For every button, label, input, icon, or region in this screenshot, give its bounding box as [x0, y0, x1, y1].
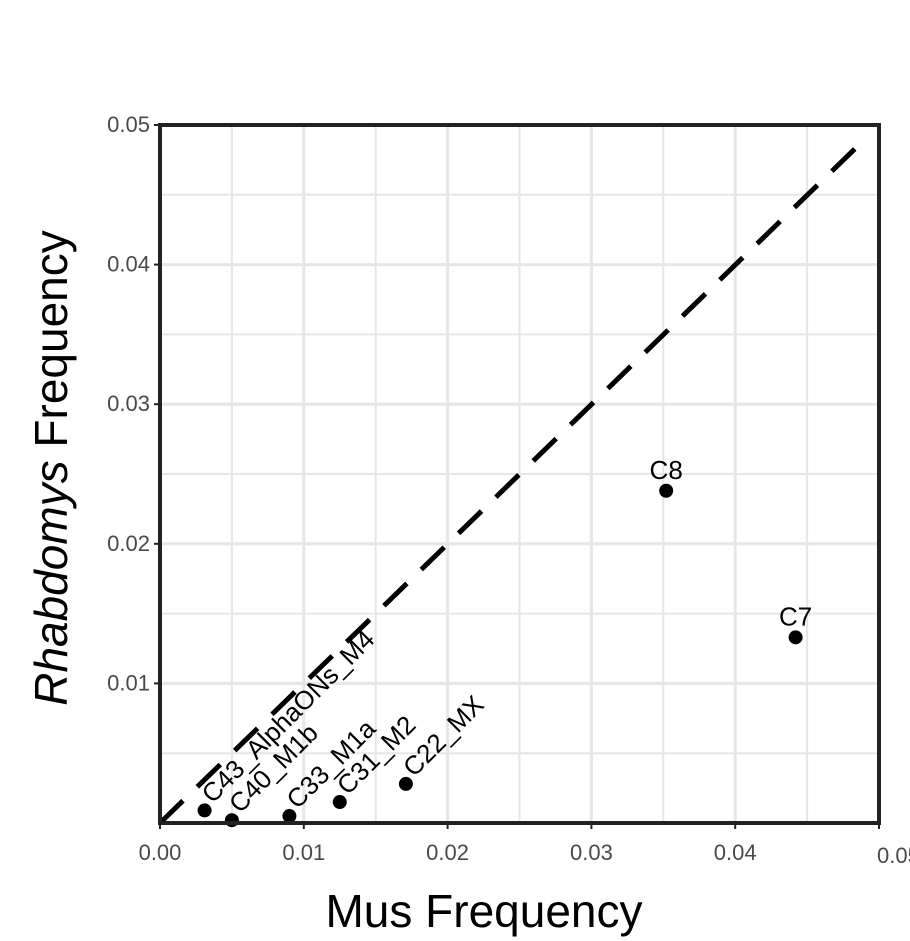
- y-axis-ticks: 0.05 0.04 0.03 0.02 0.01: [107, 112, 160, 695]
- data-point: [282, 809, 297, 824]
- data-point: [788, 630, 803, 645]
- x-axis-title: Mus Frequency: [325, 885, 642, 937]
- x-tick-label: 0.01: [282, 840, 325, 865]
- plot-frame: [158, 123, 881, 825]
- data-point: [659, 483, 674, 498]
- x-tick-label: 0.04: [714, 840, 757, 865]
- reference-line: [158, 138, 866, 825]
- y-tick-label: 0.04: [107, 252, 150, 277]
- x-tick-label: 0.00: [139, 840, 182, 865]
- data-point: [332, 795, 347, 810]
- y-tick-label: 0.05: [107, 112, 150, 137]
- y-tick-label: 0.01: [107, 670, 150, 695]
- reference-line-group: [158, 138, 866, 825]
- y-tick-label: 0.02: [107, 531, 150, 556]
- x-tick-label: 0.05: [877, 843, 910, 868]
- y-tick-label: 0.03: [107, 391, 150, 416]
- grid-lines: [160, 125, 879, 823]
- y-axis-title-italic: Rhabdomys: [25, 460, 77, 705]
- y-axis-title: Rhabdomys Frequency: [25, 230, 77, 706]
- x-tick-label: 0.02: [426, 840, 469, 865]
- x-tick-label: 0.03: [570, 840, 613, 865]
- x-axis-ticks: 0.00 0.01 0.02 0.03 0.04 0.05: [139, 823, 910, 868]
- data-point: [224, 813, 239, 828]
- point-label: C7: [779, 601, 812, 631]
- point-label: C8: [650, 455, 683, 485]
- y-axis-title-plain: Frequency: [25, 230, 77, 460]
- data-point: [197, 803, 212, 818]
- data-point: [398, 776, 413, 791]
